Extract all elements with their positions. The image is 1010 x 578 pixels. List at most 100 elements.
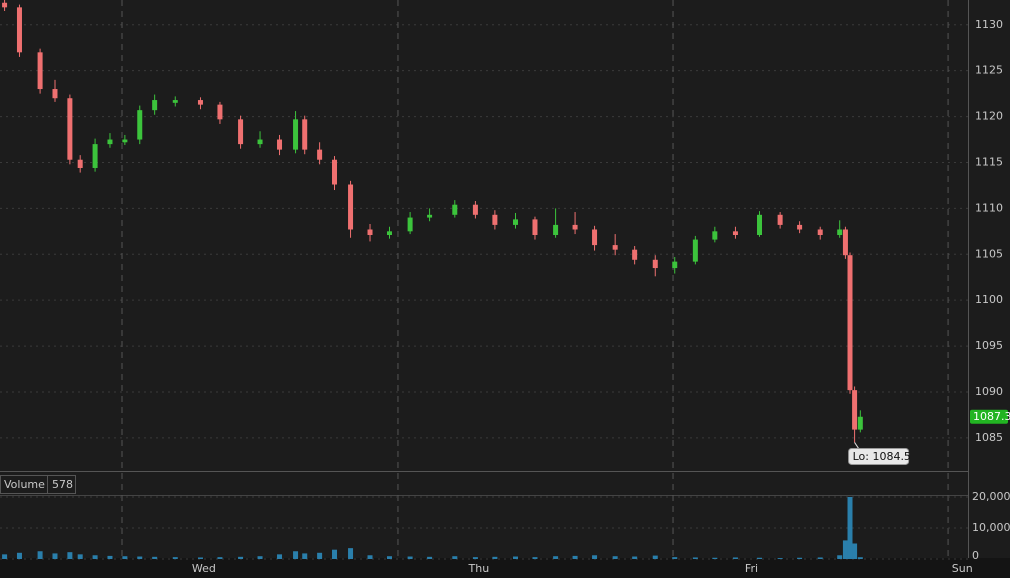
candle-body bbox=[712, 231, 718, 240]
candle-body bbox=[172, 100, 178, 103]
volume-bar bbox=[852, 543, 858, 559]
candle-body bbox=[592, 229, 598, 246]
candle-body bbox=[612, 245, 618, 250]
volume-bar bbox=[386, 556, 392, 559]
y-tick-label: 1110 bbox=[975, 201, 1003, 214]
y-tick-label: 1085 bbox=[975, 431, 1003, 444]
volume-bar bbox=[513, 556, 519, 559]
y-tick-label: 1105 bbox=[975, 247, 1003, 260]
candle-body bbox=[817, 229, 823, 235]
volume-bar bbox=[107, 555, 113, 559]
volume-bar bbox=[712, 557, 718, 559]
volume-bar bbox=[52, 553, 58, 559]
y-tick-label: 1100 bbox=[975, 293, 1003, 306]
candle-body bbox=[532, 219, 538, 235]
volume-bar bbox=[532, 557, 538, 559]
volume-bar bbox=[302, 553, 308, 559]
volume-bar bbox=[277, 554, 283, 559]
y-tick-label: 1095 bbox=[975, 339, 1003, 352]
candle-body bbox=[107, 139, 113, 145]
volume-bar bbox=[67, 552, 73, 559]
candle-body bbox=[572, 224, 578, 230]
volume-bar bbox=[77, 554, 83, 559]
volume-bar bbox=[122, 556, 128, 559]
candle-body bbox=[238, 119, 244, 145]
volume-bar bbox=[672, 557, 678, 559]
volume-bar bbox=[217, 557, 223, 559]
volume-bar bbox=[652, 555, 658, 559]
volume-bar bbox=[592, 555, 598, 559]
volume-bar bbox=[152, 556, 158, 559]
volume-bar bbox=[842, 540, 848, 559]
volume-bar bbox=[332, 549, 338, 559]
volume-bar bbox=[407, 556, 413, 559]
volume-readout-box bbox=[47, 475, 76, 494]
candle-body bbox=[332, 159, 338, 185]
volume-bar bbox=[632, 556, 638, 559]
y-tick-label: 1115 bbox=[975, 155, 1003, 168]
candle-body bbox=[16, 7, 22, 53]
y-tick-label: 1090 bbox=[975, 385, 1003, 398]
volume-bar bbox=[692, 557, 698, 559]
candle-body bbox=[302, 119, 308, 150]
candle-body bbox=[777, 214, 783, 225]
low-label: Lo: 1084.5 bbox=[853, 450, 911, 463]
candle-body bbox=[797, 224, 803, 230]
volume-bar bbox=[817, 557, 823, 559]
volume-bar bbox=[837, 555, 843, 559]
candle-body bbox=[837, 229, 843, 235]
volume-tick-label: 10,000 bbox=[972, 521, 1010, 534]
candle-body bbox=[293, 119, 299, 150]
candle-body bbox=[386, 231, 392, 235]
candle-body bbox=[857, 416, 863, 430]
candle-body bbox=[2, 2, 8, 8]
volume-bar bbox=[2, 554, 8, 559]
volume-bar bbox=[797, 557, 803, 559]
volume-bar bbox=[172, 557, 178, 559]
candle-body bbox=[847, 255, 853, 391]
volume-bar bbox=[367, 555, 373, 559]
x-tick-label: Thu bbox=[468, 562, 490, 575]
candle-body bbox=[672, 261, 678, 269]
volume-bar bbox=[553, 556, 559, 559]
candle-body bbox=[732, 231, 738, 235]
candle-body bbox=[197, 100, 203, 105]
volume-bar bbox=[492, 556, 498, 559]
candle-body bbox=[137, 110, 143, 140]
candle-body bbox=[348, 184, 354, 230]
candle-body bbox=[152, 100, 158, 111]
low-label-box bbox=[848, 447, 910, 465]
volume-bar bbox=[777, 558, 783, 559]
candle-body bbox=[472, 204, 478, 215]
volume-bar bbox=[612, 556, 618, 559]
y-tick-label: 1120 bbox=[975, 110, 1003, 123]
candle-body bbox=[277, 139, 283, 150]
x-tick-label: Fri bbox=[745, 562, 758, 575]
candle-body bbox=[842, 229, 848, 256]
volume-bar bbox=[137, 556, 143, 559]
volume-bar bbox=[16, 552, 22, 559]
volume-bar bbox=[257, 556, 263, 559]
candle-body bbox=[257, 139, 263, 145]
volume-bar bbox=[348, 548, 354, 559]
candle-body bbox=[37, 52, 43, 90]
volume-bar bbox=[472, 557, 478, 559]
candle-body bbox=[122, 139, 128, 143]
volume-readout: 578 bbox=[52, 478, 73, 491]
volume-bar bbox=[238, 556, 244, 559]
volume-bar bbox=[857, 557, 863, 559]
last-price-box bbox=[970, 409, 1008, 424]
low-pointer bbox=[854, 442, 860, 449]
candle-body bbox=[553, 224, 559, 235]
candle-body bbox=[217, 104, 223, 120]
volume-bar bbox=[427, 556, 433, 559]
candle-body bbox=[652, 259, 658, 269]
x-tick-label: Wed bbox=[192, 562, 216, 575]
candle-body bbox=[407, 217, 413, 232]
volume-bar bbox=[197, 557, 203, 559]
candle-body bbox=[77, 159, 83, 168]
volume-bar bbox=[732, 557, 738, 559]
volume-bar bbox=[452, 556, 458, 559]
